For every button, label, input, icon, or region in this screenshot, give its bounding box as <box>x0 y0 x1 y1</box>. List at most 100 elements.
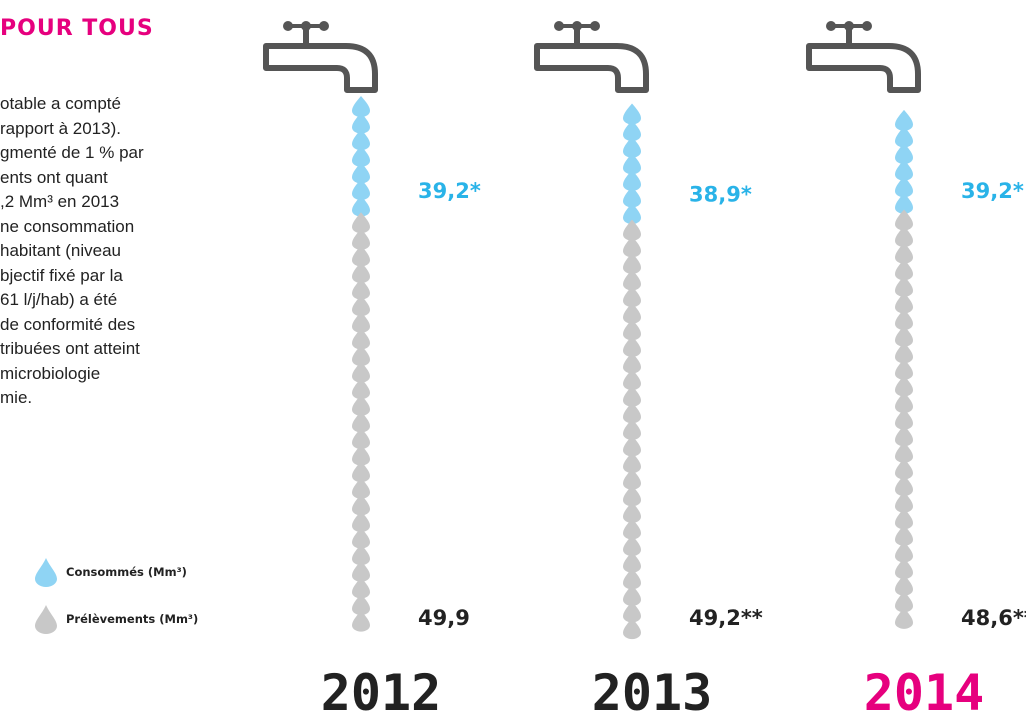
withdrawn-drop <box>352 594 370 616</box>
withdrawn-drop <box>895 325 913 347</box>
withdrawn-drop <box>623 468 641 490</box>
withdrawn-drop <box>623 369 641 391</box>
withdrawn-drop <box>895 392 913 414</box>
consumed-drop <box>623 203 641 225</box>
consumed-drop <box>623 169 641 191</box>
year-label: 2012 <box>321 664 441 722</box>
withdrawn-drop <box>623 219 641 241</box>
consumed-value-label: 39,2* <box>418 179 481 203</box>
withdrawn-drop <box>352 262 370 284</box>
withdrawn-drop <box>623 319 641 341</box>
withdrawn-drop <box>895 408 913 430</box>
withdrawn-drop <box>623 302 641 324</box>
withdrawn-drop <box>623 551 641 573</box>
withdrawn-drop <box>623 485 641 507</box>
withdrawn-drop <box>895 425 913 447</box>
withdrawn-drop <box>623 418 641 440</box>
paragraph-line: 61 l/j/hab) a été <box>0 290 118 309</box>
withdrawn-drop <box>352 494 370 516</box>
withdrawn-drop <box>352 245 370 267</box>
withdrawn-value-label: 49,2** <box>689 606 763 630</box>
withdrawn-drop <box>895 508 913 530</box>
paragraph-line: de conformité des <box>0 314 136 334</box>
consumed-drop <box>623 153 641 175</box>
paragraph-line: mie. <box>0 388 33 407</box>
legend-item-withdrawn: Prélèvements (Mm³) <box>34 604 198 634</box>
withdrawn-drop <box>352 361 370 383</box>
consumed-drop <box>895 143 913 165</box>
withdrawn-drop <box>895 558 913 580</box>
withdrawn-drop <box>352 311 370 333</box>
paragraph-line: ne consommation <box>0 216 135 236</box>
withdrawn-drop <box>352 461 370 483</box>
withdrawn-drop <box>352 511 370 533</box>
withdrawn-drop <box>352 228 370 250</box>
withdrawn-drop <box>623 601 641 623</box>
withdrawn-drop <box>623 584 641 606</box>
withdrawn-drop <box>895 541 913 563</box>
withdrawn-drop <box>352 577 370 599</box>
withdrawn-drop <box>895 607 913 629</box>
faucet-icon <box>263 21 378 93</box>
withdrawn-drop <box>895 209 913 231</box>
withdrawn-drop <box>623 385 641 407</box>
paragraph-line: ents ont quant <box>0 167 108 187</box>
withdrawn-drop <box>895 358 913 380</box>
withdrawn-drop <box>895 491 913 513</box>
withdrawn-drop <box>352 527 370 549</box>
gray-drop-icon <box>35 605 57 634</box>
withdrawn-drop <box>623 618 641 640</box>
withdrawn-drop <box>623 269 641 291</box>
legend-item-consumed: Consommés (Mm³) <box>34 557 187 587</box>
withdrawn-drop <box>352 212 370 234</box>
consumed-drop <box>352 162 370 184</box>
withdrawn-drop <box>895 342 913 364</box>
paragraph-line: habitant (niveau <box>0 241 121 260</box>
consumed-drop <box>352 112 370 134</box>
paragraph-line: bjectif fixé par la <box>0 265 123 285</box>
withdrawn-drop <box>895 475 913 497</box>
intro-paragraph: otable a compté rapport à 2013). gmenté d… <box>0 92 220 411</box>
withdrawn-drop <box>895 242 913 264</box>
withdrawn-value-label: 49,9 <box>418 606 470 630</box>
year-label: 2014 <box>864 664 984 722</box>
consumed-drop <box>352 96 370 118</box>
faucet-icon <box>534 21 649 93</box>
withdrawn-drop <box>895 524 913 546</box>
withdrawn-drop <box>895 309 913 331</box>
withdrawn-drop <box>895 292 913 314</box>
withdrawn-drop <box>895 458 913 480</box>
withdrawn-drop <box>623 335 641 357</box>
consumed-drop <box>895 109 913 131</box>
consumed-drop <box>895 192 913 214</box>
withdrawn-drop <box>352 444 370 466</box>
paragraph-line: gmenté de 1 % par <box>0 143 144 162</box>
consumed-drop <box>623 136 641 158</box>
withdrawn-drop <box>352 428 370 450</box>
faucet-icon <box>806 21 921 93</box>
paragraph-line: ,2 Mm³ en 2013 <box>0 192 120 211</box>
withdrawn-drop <box>895 591 913 613</box>
withdrawn-drop <box>352 560 370 582</box>
consumed-drop <box>895 176 913 198</box>
withdrawn-drop <box>623 236 641 258</box>
year-label: 2013 <box>592 664 712 722</box>
paragraph-line: rapport à 2013). <box>0 118 121 138</box>
consumed-drop <box>352 145 370 167</box>
withdrawn-drop <box>352 394 370 416</box>
paragraph-line: microbiologie <box>0 363 101 383</box>
withdrawn-drop <box>895 375 913 397</box>
legend: Consommés (Mm³) Prélèvements (Mm³) <box>0 0 240 725</box>
withdrawn-drop <box>352 278 370 300</box>
consumed-drop <box>895 126 913 148</box>
withdrawn-drop <box>623 501 641 523</box>
withdrawn-drop <box>352 328 370 350</box>
withdrawn-drop <box>623 435 641 457</box>
withdrawn-drop <box>623 252 641 274</box>
withdrawn-drop <box>623 286 641 308</box>
withdrawn-drop <box>623 452 641 474</box>
withdrawn-drop <box>352 295 370 317</box>
legend-label-withdrawn: Prélèvements (Mm³) <box>66 612 199 626</box>
consumed-drop <box>623 120 641 142</box>
